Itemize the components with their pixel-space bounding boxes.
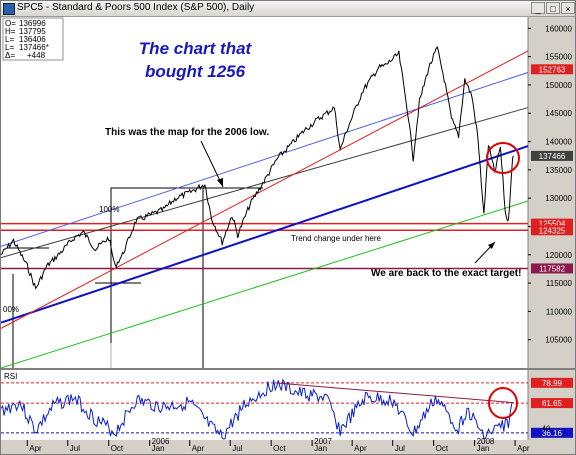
time-axis-label: Jul	[70, 444, 80, 453]
price-axis-label: 120000	[545, 251, 572, 260]
close-button[interactable]: ×	[561, 2, 575, 14]
percent-label-left: 00%	[3, 305, 19, 314]
price-axis-label: 105000	[545, 336, 572, 345]
target-note: We are back to the exact target!	[371, 268, 521, 279]
price-tag-label: 152763	[539, 65, 566, 74]
time-axis-year-label: 2008	[477, 437, 495, 446]
map-note: This was the map for the 2006 low.	[105, 127, 269, 138]
time-axis-label: Apr	[517, 444, 530, 453]
info-label: L=	[5, 35, 14, 44]
rsi-circle	[488, 387, 518, 419]
target-note-arrowhead	[488, 242, 495, 249]
title-bar: SPC5 - Standard & Poors 500 Index (S&P 5…	[1, 1, 575, 17]
time-axis-label: Oct	[111, 444, 124, 453]
rsi-tag-label: 36.16	[542, 429, 563, 438]
price-axis-label: 150000	[545, 81, 572, 90]
time-axis-year-label: 2006	[152, 437, 170, 446]
trendline	[1, 72, 529, 247]
rsi-tag	[531, 377, 573, 388]
price-axis-label: 160000	[545, 24, 572, 33]
trendline	[1, 50, 529, 329]
price-tag-label: 137466	[539, 152, 566, 161]
price-tag	[531, 225, 573, 236]
time-axis-label: Apr	[192, 444, 205, 453]
price-tag	[531, 150, 573, 161]
horizontal-levels	[1, 222, 528, 270]
time-axis-label: Jan	[477, 444, 490, 453]
minimize-button[interactable]: _	[531, 2, 545, 14]
rsi-series	[1, 378, 528, 440]
headline-line-1: The chart that	[139, 39, 253, 58]
info-value: +448	[27, 51, 46, 60]
info-value: 136406	[19, 35, 46, 44]
price-plot-area	[1, 17, 528, 368]
rsi-plot-area	[1, 370, 528, 440]
rsi-tag	[531, 398, 573, 409]
headline-line-2: bought 1256	[145, 62, 246, 81]
price-axis-label: 115000	[546, 279, 573, 288]
time-axis-label: Jan	[152, 444, 165, 453]
price-chart[interactable]: O= 136996 H= 137795 L= 136406 L= 137466*…	[1, 17, 575, 454]
price-axis-panel	[528, 17, 575, 368]
price-tag	[531, 64, 573, 75]
rsi-line	[1, 378, 513, 440]
price-axis-label: 145000	[545, 109, 572, 118]
time-axis-panel	[1, 440, 575, 454]
time-axis-year-label: 2007	[314, 437, 332, 446]
price-tag-label: 125504	[539, 220, 566, 229]
trend-note: Trend change under here	[291, 234, 382, 243]
time-axis-label: Apr	[354, 444, 367, 453]
price-tag	[531, 218, 573, 229]
price-axis-label: 130000	[545, 194, 572, 203]
time-axis: Apr Jul Oct Jan Apr Jul Oct Jan Apr Jul Oct Jan Apr 2…	[26, 437, 530, 453]
rsi-tag-label: 61.65	[542, 399, 563, 408]
window-title: SPC5 - Standard & Poors 500 Index (S&P 5…	[17, 2, 255, 13]
price-axis-label: 110000	[546, 307, 573, 316]
time-axis-label: Oct	[273, 444, 286, 453]
rsi-trendline	[275, 382, 514, 404]
maximize-button[interactable]: □	[546, 2, 560, 14]
info-label: H=	[5, 27, 16, 36]
target-circle	[486, 142, 520, 174]
price-line	[1, 46, 514, 290]
price-axis-label: 135000	[545, 166, 572, 175]
info-box: O= 136996 H= 137795 L= 136406 L= 137466*…	[2, 17, 64, 61]
rsi-title: RSI	[4, 372, 17, 381]
map-note-arrowhead	[217, 178, 223, 187]
price-axis-label: 155000	[545, 53, 572, 62]
info-label: O=	[5, 19, 16, 28]
price-tag-label: 117582	[539, 264, 566, 273]
price-tag-label: 124325	[539, 226, 566, 235]
info-value: 136996	[19, 19, 46, 28]
time-axis-label: Apr	[29, 444, 42, 453]
rsi-tag	[531, 427, 573, 438]
price-tag	[531, 263, 573, 274]
info-label: L=	[5, 43, 14, 52]
trendline	[1, 200, 529, 369]
time-axis-label: Oct	[436, 444, 449, 453]
time-axis-label: Jan	[314, 444, 327, 453]
rsi-tag-label: 78.99	[542, 379, 563, 388]
info-value: 137466*	[19, 43, 49, 52]
price-axis-label: 140000	[545, 138, 572, 147]
info-label: Δ=	[5, 51, 15, 60]
rsi-axis-label: 40	[542, 424, 551, 433]
chart-app-icon	[3, 3, 15, 15]
time-axis-label: Jul	[232, 444, 242, 453]
info-value: 137795	[19, 27, 46, 36]
percent-label-top: 100%	[99, 205, 119, 214]
reference-boxes	[7, 187, 263, 368]
price-series	[1, 46, 514, 290]
time-axis-label: Jul	[395, 444, 405, 453]
trendline	[1, 145, 529, 324]
